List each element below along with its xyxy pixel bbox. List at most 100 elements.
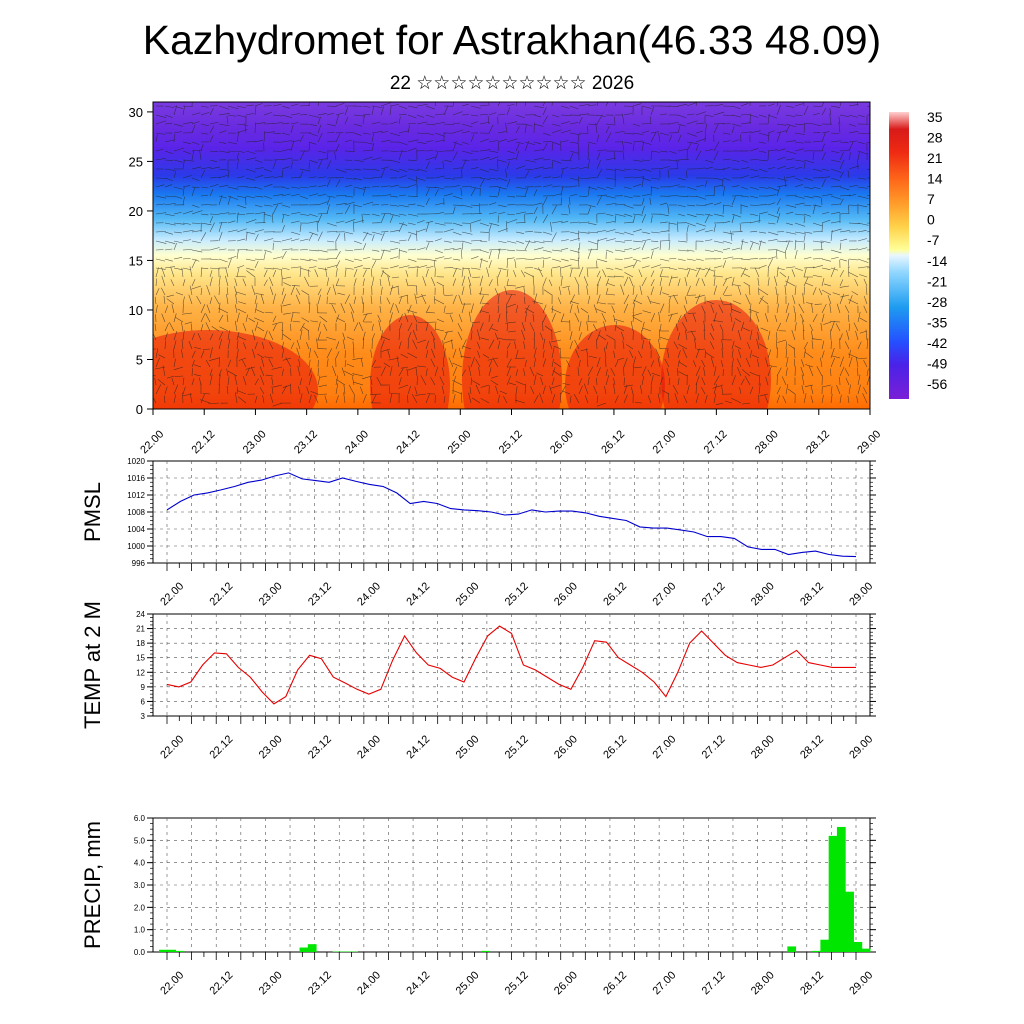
wind-vector xyxy=(839,151,844,161)
wind-vector xyxy=(434,202,445,206)
temp-2m-x-tick-label: 24.00 xyxy=(355,733,383,761)
wind-vector xyxy=(434,298,445,305)
wind-vector xyxy=(362,231,373,236)
wind-vector xyxy=(632,247,641,251)
wind-vector xyxy=(857,186,868,189)
wind-vector xyxy=(371,258,381,260)
wind-vector xyxy=(209,276,213,287)
wind-vector xyxy=(839,198,844,206)
wind-vector xyxy=(326,336,337,341)
wind-vector xyxy=(263,251,266,260)
wind-vector xyxy=(398,249,408,253)
wind-vector xyxy=(731,277,735,287)
wind-vector xyxy=(380,339,385,350)
wind-vector xyxy=(830,249,842,254)
wind-vector xyxy=(362,243,367,251)
wind-vector xyxy=(344,204,351,215)
wind-vector xyxy=(756,324,760,332)
wind-vector xyxy=(632,132,643,135)
wind-vector xyxy=(326,277,330,287)
wind-vector xyxy=(497,337,508,341)
wind-vector xyxy=(650,150,660,153)
wind-vector xyxy=(399,294,409,298)
wind-vector xyxy=(739,386,742,395)
wind-vector xyxy=(218,331,223,341)
wind-vector xyxy=(677,195,688,197)
wind-vector xyxy=(308,141,317,145)
wind-vector xyxy=(238,357,247,361)
wind-vector xyxy=(758,150,767,153)
wind-vector xyxy=(722,247,731,251)
precip-x-tick-label: 24.12 xyxy=(404,969,432,997)
wind-vector xyxy=(442,286,445,296)
wind-vector xyxy=(857,357,868,360)
wind-vector xyxy=(839,238,848,242)
wind-vector xyxy=(784,249,787,260)
wind-vector xyxy=(236,312,240,323)
wind-vector xyxy=(155,203,165,206)
wind-vector xyxy=(389,150,399,152)
wind-vector xyxy=(812,168,822,172)
wind-vector xyxy=(219,326,229,332)
wind-vector xyxy=(299,186,309,189)
wind-vector xyxy=(205,313,211,323)
heatmap-x-tick-label: 24.12 xyxy=(394,428,422,456)
wind-vector xyxy=(617,357,625,361)
wind-vector xyxy=(748,308,760,314)
wind-vector xyxy=(823,321,832,325)
wind-vector xyxy=(724,294,733,297)
wind-vector xyxy=(164,332,168,341)
wind-vector xyxy=(592,324,598,332)
wind-vector xyxy=(387,275,391,287)
wind-vector xyxy=(515,386,518,395)
wind-vector xyxy=(713,150,719,161)
wind-vector xyxy=(371,359,377,368)
wind-vector xyxy=(752,354,760,359)
wind-vector xyxy=(551,220,563,224)
wind-vector xyxy=(398,204,409,208)
wind-vector xyxy=(317,124,322,134)
wind-vector xyxy=(351,311,355,323)
wind-vector xyxy=(398,168,408,172)
wind-vector xyxy=(686,249,695,252)
wind-vector xyxy=(380,185,390,188)
wind-vector xyxy=(436,318,445,323)
wind-vector xyxy=(695,184,704,188)
wind-vector xyxy=(632,123,641,127)
wind-vector xyxy=(281,341,285,350)
wind-vector xyxy=(830,386,833,395)
wind-vector xyxy=(191,240,201,244)
wind-vector xyxy=(236,340,239,350)
wind-vector xyxy=(633,299,643,305)
wind-vector xyxy=(533,114,542,118)
wind-vector xyxy=(271,386,274,395)
wind-vector xyxy=(802,320,805,332)
wind-vector xyxy=(319,375,328,378)
wind-vector xyxy=(295,294,301,305)
wind-vector xyxy=(343,392,346,404)
wind-vector xyxy=(506,221,508,233)
colorbar-label: 0 xyxy=(927,212,935,228)
precip-bar xyxy=(307,944,317,952)
wind-vector xyxy=(578,385,583,395)
wind-vector xyxy=(434,132,445,137)
wind-vector xyxy=(551,176,561,179)
wind-vector xyxy=(740,321,745,332)
wind-vector xyxy=(578,221,590,224)
wind-vector xyxy=(209,150,219,152)
wind-vector xyxy=(713,384,718,395)
wind-vector xyxy=(452,184,461,188)
wind-vector xyxy=(710,357,715,368)
wind-vector xyxy=(218,195,227,199)
wind-vector xyxy=(383,362,391,368)
wind-vector xyxy=(574,339,580,350)
wind-vector xyxy=(668,377,671,386)
wind-vector xyxy=(731,126,735,134)
wind-vector xyxy=(380,194,392,197)
wind-vector xyxy=(264,311,274,314)
wind-vector xyxy=(504,286,508,296)
wind-vector xyxy=(227,330,230,341)
wind-vector xyxy=(496,276,499,287)
wind-vector xyxy=(262,395,265,404)
wind-vector xyxy=(767,222,776,225)
